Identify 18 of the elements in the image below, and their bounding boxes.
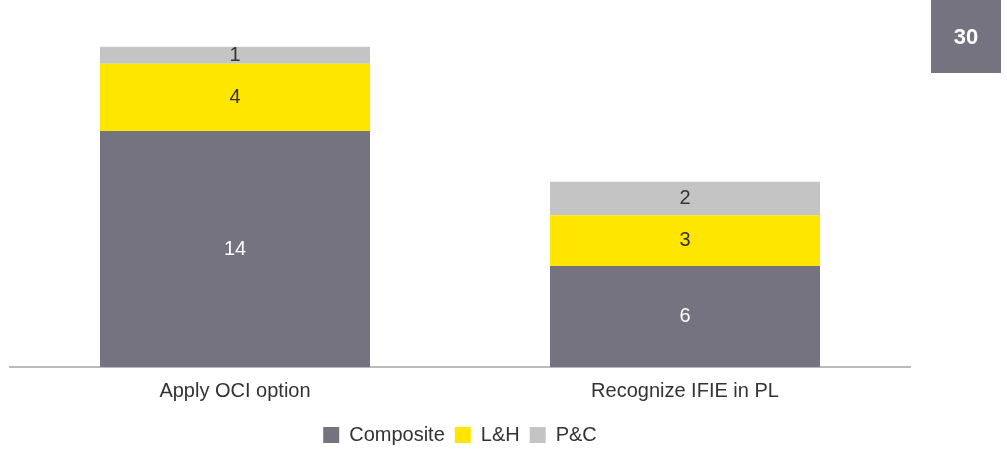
data-label: 14 [223, 236, 247, 259]
legend-label: Composite [349, 422, 445, 445]
data-label: 4 [229, 84, 241, 107]
bar [550, 265, 820, 367]
legend-label: L&H [480, 422, 520, 445]
bar [100, 131, 370, 367]
bar [100, 63, 370, 132]
text: 30 [931, 0, 1001, 73]
bar [550, 181, 820, 216]
x-tick-label: Apply OCI option [159, 378, 311, 401]
legend-label: P&C [555, 422, 597, 445]
data-label: 2 [679, 186, 691, 209]
bar [550, 215, 820, 266]
x-tick-label: Recognize IFIE in PL [591, 378, 779, 401]
data-label: 3 [679, 228, 691, 251]
bar [100, 46, 370, 64]
data-label: 6 [679, 303, 691, 326]
data-label: 1 [229, 42, 241, 65]
